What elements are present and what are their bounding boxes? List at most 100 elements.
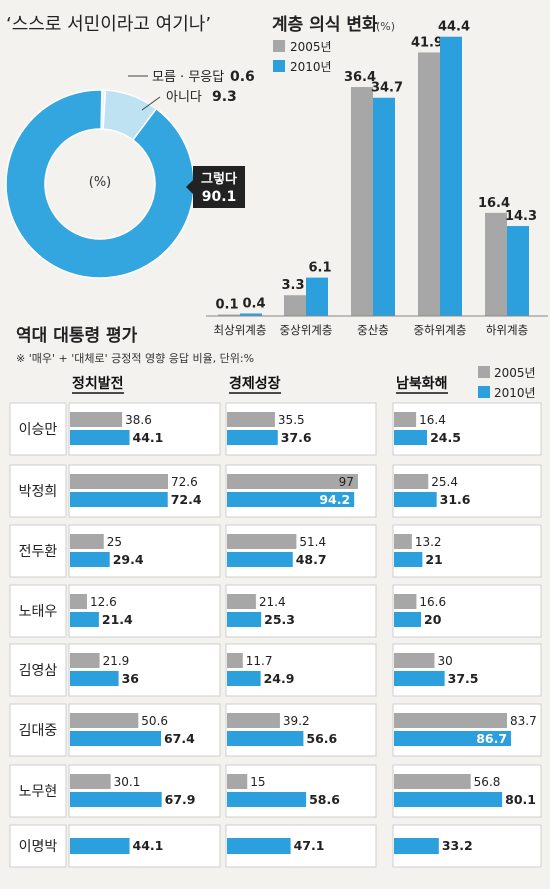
president-cell xyxy=(68,524,221,578)
pres-value-2005: 51.4 xyxy=(299,535,326,549)
pres-bar-2010 xyxy=(394,792,503,807)
callout-line-no xyxy=(141,96,161,111)
callout-box-yes xyxy=(193,166,245,208)
class-bar-2005-3 xyxy=(418,52,440,316)
pres-bar-2010 xyxy=(227,552,293,567)
slice-value-no: 9.3 xyxy=(212,89,237,105)
class-value-2005-2: 36.4 xyxy=(344,70,376,85)
president-cell xyxy=(68,703,221,757)
president-cell xyxy=(392,764,542,818)
president-cell xyxy=(392,464,542,518)
legend-label-2010: 2010년 xyxy=(290,60,332,74)
pres-bar-2010 xyxy=(227,792,307,807)
pres-value-2005: 15 xyxy=(250,775,265,789)
pres-bar-2005 xyxy=(227,474,358,489)
pres-value-2005: 30 xyxy=(438,654,453,668)
pres-value-2005: 12.6 xyxy=(90,595,117,609)
pres-bar-2005 xyxy=(227,653,243,668)
class-bar-2005-2 xyxy=(351,87,373,316)
president-cell xyxy=(225,703,377,757)
pres-value-2005: 50.6 xyxy=(141,714,168,728)
pres-value-2010: 24.5 xyxy=(430,430,461,445)
pres-bar-2010 xyxy=(394,731,512,746)
president-cell xyxy=(392,402,542,456)
president-name: 박정희 xyxy=(19,484,58,500)
pres-bar-2010 xyxy=(394,552,423,567)
class-category-1: 중상위계층 xyxy=(280,323,333,337)
class-bar-2005-0 xyxy=(218,314,240,316)
president-name: 이명박 xyxy=(19,839,58,855)
pres-value-2010: 37.5 xyxy=(448,671,479,686)
class-unit: (%) xyxy=(376,20,395,33)
class-value-2005-3: 41.9 xyxy=(411,35,443,50)
class-category-3: 중하위계층 xyxy=(414,323,467,337)
pres-value-2010: 67.4 xyxy=(164,731,195,746)
callout-pointer-yes xyxy=(186,180,193,194)
president-name-box xyxy=(9,643,67,697)
class-category-2: 중산층 xyxy=(357,323,389,337)
donut-chart xyxy=(5,89,195,279)
president-name: 노태우 xyxy=(19,604,58,620)
class-value-2010-4: 14.3 xyxy=(505,209,537,224)
pres-bar-2010 xyxy=(394,612,421,627)
pres-bar-2005 xyxy=(394,534,412,549)
group-header-politics: 정치발전 xyxy=(72,375,124,392)
president-cell xyxy=(225,764,377,818)
pres-value-2005: 11.7 xyxy=(246,654,273,668)
pres-bar-2010 xyxy=(394,838,439,854)
president-name: 김영삼 xyxy=(19,663,58,679)
pres-bar-2005 xyxy=(70,474,169,489)
president-cell xyxy=(68,584,221,638)
pres-bar-2010 xyxy=(227,612,262,627)
pres-value-2010: 24.9 xyxy=(264,671,295,686)
president-name-box xyxy=(9,584,67,638)
pres-value-2005: 16.6 xyxy=(419,595,446,609)
pres-legend-label-2010: 2010년 xyxy=(494,386,536,400)
pres-bar-2010 xyxy=(227,731,304,746)
pres-value-2010: 86.7 xyxy=(476,731,507,746)
pres-value-2005: 35.5 xyxy=(278,413,305,427)
pres-bar-2010 xyxy=(70,492,168,507)
pres-bar-2010 xyxy=(227,838,291,854)
pres-bar-2005 xyxy=(227,412,275,427)
pres-bar-2005 xyxy=(227,534,297,549)
class-bar-2005-1 xyxy=(284,295,306,316)
class-category-4: 하위계층 xyxy=(486,323,528,337)
pres-bar-2005 xyxy=(227,594,256,609)
class-bar-2010-0 xyxy=(240,313,262,316)
pres-value-2010: 56.6 xyxy=(306,731,337,746)
class-bar-2010-4 xyxy=(507,226,529,316)
pres-value-2005: 38.6 xyxy=(125,413,152,427)
slice-label-yes: 그렇다 xyxy=(201,171,237,187)
pres-value-2010: 72.4 xyxy=(171,492,202,507)
class-section: 계층 의식 변화 (%) 2005년 2010년 0.1 0.4 최상위계층 3.3 6… xyxy=(206,15,548,337)
pres-value-2010: 37.6 xyxy=(281,430,312,445)
president-cell xyxy=(68,643,221,697)
pres-value-2005: 39.2 xyxy=(283,714,310,728)
pres-value-2010: 25.3 xyxy=(264,612,295,627)
pres-value-2010: 67.9 xyxy=(165,792,196,807)
pres-value-2010: 31.6 xyxy=(440,492,471,507)
pres-value-2005: 83.7 xyxy=(510,714,537,728)
president-cell xyxy=(225,524,377,578)
president-subtitle: ※ '매우' + '대체로' 긍정적 영향 응답 비율, 단위:% xyxy=(16,352,254,365)
pres-value-2005: 56.8 xyxy=(474,775,501,789)
president-name: 이승만 xyxy=(19,422,58,438)
class-bar-2005-4 xyxy=(485,212,507,316)
class-value-2005-4: 16.4 xyxy=(478,196,510,211)
pres-bar-2005 xyxy=(394,774,471,789)
president-section: 역대 대통령 평가 ※ '매우' + '대체로' 긍정적 영향 응답 비율, 단… xyxy=(9,325,542,868)
pres-bar-2005 xyxy=(70,713,139,728)
pres-value-2010: 33.2 xyxy=(442,838,473,853)
donut-section: ‘스스로 서민이라고 여기나’ (%) 모름 · 무응답 0.6 아니다 9.3… xyxy=(5,14,255,279)
slice-value-yes: 90.1 xyxy=(202,189,237,205)
pres-value-2005: 30.1 xyxy=(114,775,141,789)
pres-bar-2010 xyxy=(227,492,355,507)
group-header-reconciliation: 남북화해 xyxy=(396,375,448,392)
president-name-box xyxy=(9,464,67,518)
pres-bar-2010 xyxy=(70,552,110,567)
president-name: 전두환 xyxy=(19,544,58,560)
pres-bar-2010 xyxy=(394,430,428,445)
class-value-2010-0: 0.4 xyxy=(242,296,265,311)
